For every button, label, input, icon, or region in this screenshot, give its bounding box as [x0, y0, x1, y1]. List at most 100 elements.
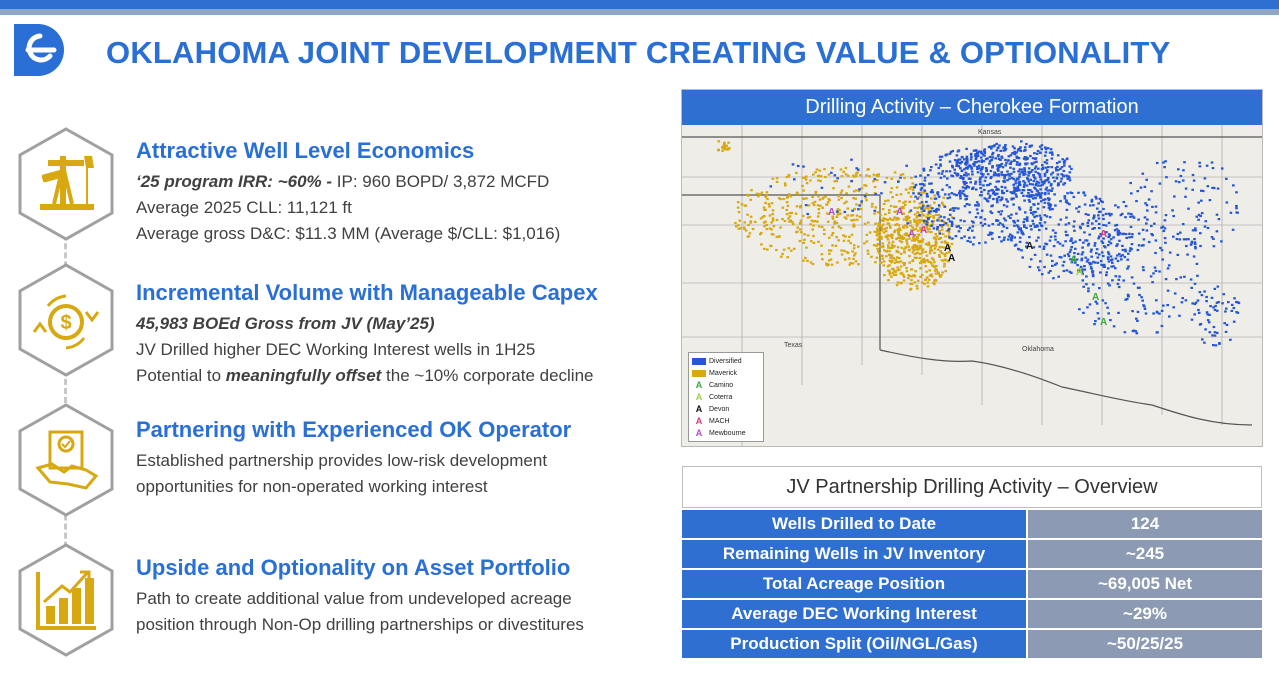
well-dot	[1086, 221, 1090, 225]
well-dot	[987, 183, 990, 186]
well-dot	[770, 202, 774, 205]
well-dot	[1045, 186, 1049, 189]
well-dot	[1064, 240, 1067, 243]
well-dot	[1212, 325, 1216, 329]
well-dot	[1050, 151, 1054, 154]
well-dot	[992, 174, 996, 177]
well-dot	[896, 246, 900, 249]
well-dot	[860, 207, 863, 211]
well-dot	[893, 216, 896, 219]
well-dot	[1144, 202, 1147, 205]
well-dot	[1075, 207, 1078, 210]
well-dot	[1034, 197, 1037, 200]
well-dot	[929, 210, 933, 213]
well-dot	[958, 192, 961, 195]
well-dot	[1027, 180, 1031, 183]
well-dot	[1091, 222, 1094, 225]
well-dot	[854, 252, 857, 255]
well-dot	[877, 243, 880, 246]
well-dot	[1037, 202, 1040, 205]
well-dot	[1194, 245, 1197, 248]
well-dot	[788, 220, 791, 223]
well-dot	[1044, 198, 1047, 201]
well-dot	[1011, 152, 1014, 155]
well-dot	[801, 184, 804, 188]
well-dot	[1172, 215, 1175, 218]
well-dot	[1063, 159, 1067, 162]
well-dot	[1042, 198, 1045, 201]
well-dot	[939, 176, 943, 179]
well-dot	[915, 251, 918, 255]
well-dot	[979, 176, 982, 179]
overview-row: Wells Drilled to Date 124	[682, 510, 1262, 540]
well-dot	[937, 195, 941, 198]
well-dot	[892, 257, 896, 260]
well-dot	[1126, 295, 1130, 298]
well-dot	[866, 249, 870, 252]
well-dot	[967, 177, 971, 180]
well-dot	[1213, 287, 1217, 290]
well-dot	[943, 254, 947, 257]
drilling-activity-map: Drilling Activity – Cherokee Formation K…	[681, 89, 1263, 447]
well-dot	[966, 165, 970, 168]
well-dot	[999, 164, 1002, 167]
well-dot	[1096, 312, 1100, 315]
well-dot	[1034, 187, 1037, 190]
well-dot	[895, 250, 899, 253]
well-dot	[928, 206, 932, 209]
well-dot	[1186, 253, 1189, 256]
well-dot	[1109, 238, 1113, 241]
well-dot	[1191, 188, 1194, 191]
well-dot	[911, 236, 915, 239]
well-dot	[827, 249, 831, 252]
well-dot	[991, 165, 994, 168]
well-dot	[1108, 284, 1111, 287]
well-dot	[1172, 235, 1175, 238]
well-dot	[1091, 273, 1095, 276]
well-dot	[817, 179, 820, 182]
well-dot	[1063, 182, 1067, 185]
well-dot	[1221, 302, 1224, 305]
well-dot	[800, 231, 803, 234]
well-dot	[1121, 254, 1124, 257]
well-dot	[1095, 252, 1098, 255]
well-dot	[1082, 311, 1085, 314]
well-dot	[924, 242, 928, 245]
well-dot	[1181, 297, 1184, 300]
well-dot	[1045, 162, 1049, 165]
well-dot	[1072, 195, 1076, 199]
well-dot	[1229, 338, 1232, 341]
well-dot	[1034, 170, 1037, 173]
well-dot	[1091, 227, 1094, 230]
well-dot	[1145, 204, 1149, 207]
well-dot	[784, 184, 787, 187]
well-dot	[932, 220, 936, 223]
well-dot	[736, 201, 740, 204]
well-dot	[909, 209, 913, 212]
well-dot	[1039, 151, 1042, 154]
well-dot	[811, 220, 815, 223]
well-dot	[911, 251, 915, 254]
well-dot	[1036, 172, 1040, 175]
well-dot	[1059, 200, 1062, 203]
well-dot	[1065, 216, 1068, 219]
well-dot	[922, 191, 925, 194]
well-dot	[922, 220, 926, 223]
well-dot	[960, 160, 964, 163]
well-dot	[1127, 252, 1130, 255]
well-dot	[1107, 236, 1110, 239]
well-dot	[931, 264, 935, 267]
well-dot	[1023, 156, 1027, 159]
well-dot	[816, 175, 820, 178]
well-dot	[1120, 212, 1124, 215]
well-dot	[1041, 164, 1044, 167]
well-dot	[971, 187, 975, 190]
well-dot	[1062, 183, 1065, 186]
well-dot	[1176, 253, 1180, 256]
well-dot	[921, 213, 924, 216]
well-dot	[956, 173, 960, 177]
well-dot	[922, 257, 926, 261]
well-dot	[921, 205, 925, 208]
well-dot	[903, 224, 907, 227]
well-dot	[1160, 309, 1164, 312]
